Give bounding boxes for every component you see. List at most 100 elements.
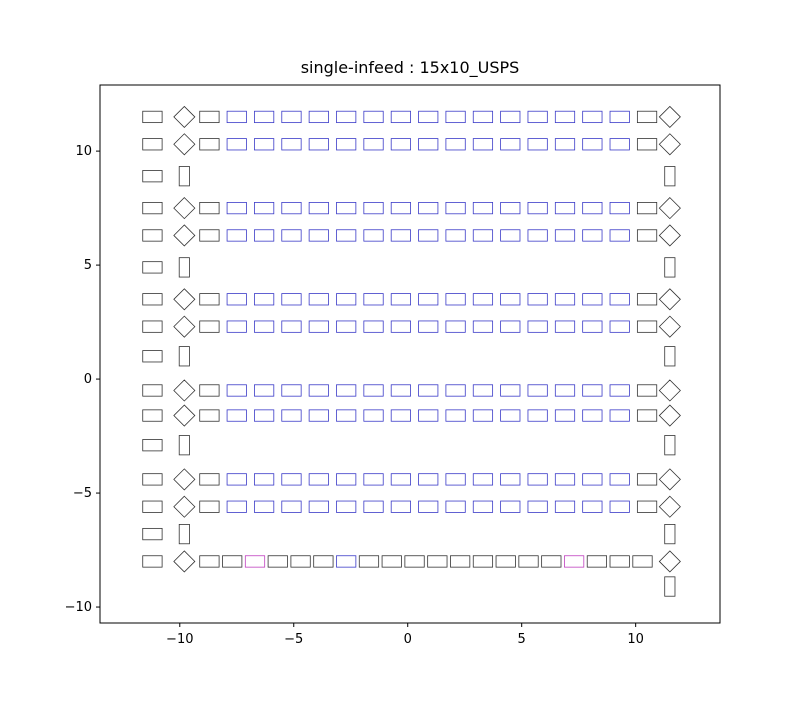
conveyor-cell [336, 320, 357, 333]
conveyor-cell [445, 229, 466, 242]
conveyor-cell [199, 293, 220, 306]
conveyor-cell [582, 229, 603, 242]
conveyor-cell [281, 409, 302, 422]
left-diamond [173, 550, 196, 573]
conveyor-cell [336, 384, 357, 397]
x-tick-label: −5 [284, 632, 303, 647]
left-column-box [142, 293, 163, 306]
conveyor-cell [281, 138, 302, 151]
conveyor-cell [609, 320, 630, 333]
right-diamond [658, 550, 681, 573]
conveyor-cell [390, 138, 411, 151]
conveyor-cell [500, 202, 521, 215]
right-diamond [658, 495, 681, 518]
conveyor-cell [636, 473, 658, 486]
conveyor-cell [336, 229, 357, 242]
conveyor-cell [445, 202, 466, 215]
conveyor-cell [390, 293, 411, 306]
bottom-row-cell [290, 555, 311, 568]
left-column-box [142, 350, 163, 363]
conveyor-cell [281, 110, 302, 124]
conveyor-cell [281, 293, 302, 306]
bottom-row-cell [199, 555, 220, 568]
conveyor-cell [500, 384, 521, 397]
conveyor-cell [527, 500, 548, 513]
conveyor-cell [609, 202, 630, 215]
right-diamond [658, 288, 681, 311]
conveyor-cell [418, 110, 439, 124]
left-diamond [173, 105, 196, 128]
conveyor-cell [418, 473, 439, 486]
left-diamond [173, 133, 196, 156]
chart-title: single-infeed : 15x10_USPS [300, 58, 520, 77]
conveyor-cell [199, 409, 220, 422]
conveyor-cell [636, 384, 658, 397]
conveyor-cell [527, 229, 548, 242]
x-tick-label: 5 [518, 632, 526, 647]
conveyor-cell [472, 110, 494, 124]
left-column-box [142, 527, 163, 541]
y-tick-label: −5 [73, 486, 92, 501]
bottom-row-cell [267, 555, 288, 568]
bottom-row-cell [222, 555, 243, 568]
conveyor-cell [527, 110, 548, 124]
conveyor-cell [582, 138, 603, 151]
conveyor-cell [445, 384, 466, 397]
conveyor-cell [336, 202, 357, 215]
conveyor-cell [445, 293, 466, 306]
conveyor-cell [254, 110, 275, 124]
conveyor-cell [308, 500, 329, 513]
conveyor-cell [308, 202, 329, 215]
conveyor-cell [390, 320, 411, 333]
conveyor-cell [226, 500, 247, 513]
bottom-row-cell [586, 555, 607, 568]
right-vertical-box [664, 166, 676, 187]
conveyor-cell [281, 229, 302, 242]
conveyor-cell [472, 320, 494, 333]
conveyor-cell [554, 320, 576, 333]
conveyor-cell [308, 293, 329, 306]
conveyor-cell [308, 229, 329, 242]
left-column-box [142, 320, 163, 333]
conveyor-cell [582, 500, 603, 513]
right-vertical-box [664, 435, 676, 456]
bottom-row-cell [358, 555, 380, 568]
conveyor-cell [472, 293, 494, 306]
conveyor-cell [500, 110, 521, 124]
left-diamond [173, 379, 196, 402]
left-diamond [173, 468, 196, 491]
conveyor-cell [363, 138, 384, 151]
conveyor-cell [363, 229, 384, 242]
conveyor-cell [336, 138, 357, 151]
conveyor-cell [199, 138, 220, 151]
conveyor-cell [254, 500, 275, 513]
conveyor-cell [390, 229, 411, 242]
conveyor-cell [636, 409, 658, 422]
right-vertical-box [664, 576, 676, 597]
conveyor-cell [554, 202, 576, 215]
conveyor-cell [363, 110, 384, 124]
conveyor-cell [226, 110, 247, 124]
conveyor-cell [445, 409, 466, 422]
conveyor-cell [445, 473, 466, 486]
conveyor-cell [445, 500, 466, 513]
right-diamond [658, 105, 681, 128]
conveyor-cell [226, 384, 247, 397]
conveyor-cell [636, 320, 658, 333]
conveyor-cell [199, 500, 220, 513]
left-vertical-box [178, 435, 190, 456]
right-diamond [658, 133, 681, 156]
conveyor-cell [254, 320, 275, 333]
conveyor-cell [527, 409, 548, 422]
bottom-row-cell [313, 555, 334, 568]
left-column-box [142, 384, 163, 397]
bottom-row-cell [427, 555, 448, 568]
conveyor-cell [199, 229, 220, 242]
conveyor-cell [308, 320, 329, 333]
left-column-box [142, 202, 163, 215]
conveyor-cell [472, 473, 494, 486]
conveyor-cell [500, 409, 521, 422]
conveyor-cell [199, 202, 220, 215]
conveyor-cell [390, 473, 411, 486]
conveyor-cell [418, 229, 439, 242]
